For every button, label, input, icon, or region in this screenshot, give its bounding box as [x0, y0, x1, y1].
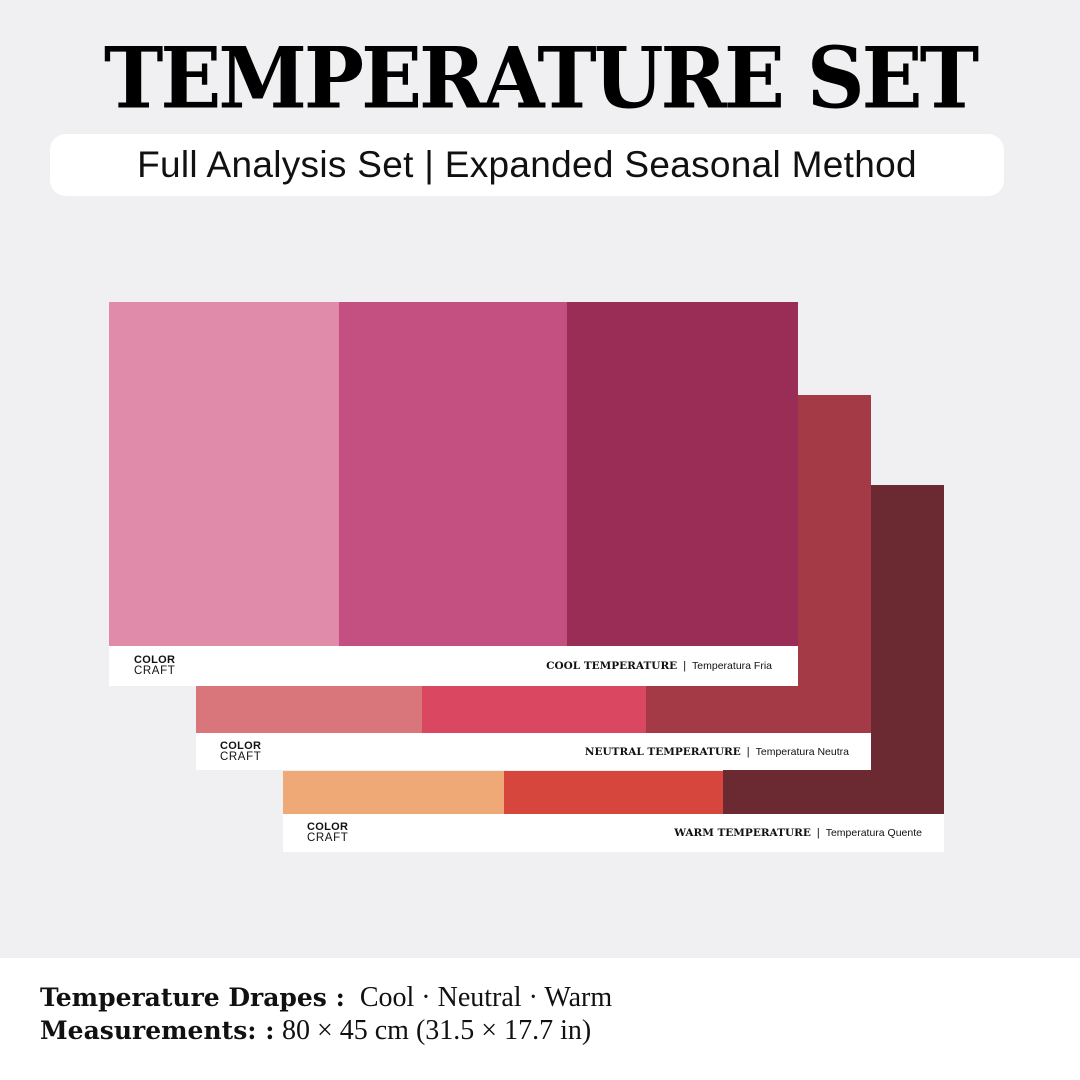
- cool-drape-label-bar: COLOR CRAFT COOL TEMPERATURE | Temperatura…: [109, 646, 798, 686]
- warm-swatch-2: [504, 771, 723, 814]
- neutral-drape-label-bar: COLOR CRAFT NEUTRAL TEMPERATURE | Temperat…: [196, 733, 871, 770]
- spec-measurements: Measurements: : 80 × 45 cm (31.5 × 17.7 …: [40, 1015, 591, 1047]
- spec-key: Temperature Drapes :: [40, 983, 345, 1012]
- spec-value: 80 × 45 cm (31.5 × 17.7 in): [281, 1015, 592, 1046]
- neutral-swatch-1: [196, 686, 422, 733]
- specs-footer: [0, 958, 1080, 1080]
- cool-swatch-3: [567, 302, 798, 646]
- neutral-drape-swatches: [196, 686, 871, 733]
- warm-swatch-1: [283, 771, 504, 814]
- warm-drape-label: WARM TEMPERATURE | Temperatura Quente: [674, 827, 922, 839]
- page-title: TEMPERATURE SET: [103, 28, 979, 128]
- color-craft-logo: COLOR CRAFT: [220, 739, 262, 763]
- spec-value: Cool · Neutral · Warm: [359, 982, 613, 1013]
- warm-drape-swatches: [283, 771, 944, 814]
- neutral-swatch-2: [422, 686, 646, 733]
- cool-swatch-1: [109, 302, 339, 646]
- spec-temperature-drapes: Temperature Drapes : Cool · Neutral · Wa…: [40, 982, 612, 1014]
- cool-drape-label: COOL TEMPERATURE | Temperatura Fria: [546, 660, 772, 672]
- neutral-drape-label: NEUTRAL TEMPERATURE | Temperatura Neutra: [584, 745, 849, 758]
- cool-swatch-2: [339, 302, 567, 646]
- subtitle-banner: Full Analysis Set | Expanded Seasonal Me…: [50, 134, 1004, 196]
- cool-drape-swatches: [109, 302, 798, 646]
- spec-key: Measurements: :: [40, 1016, 275, 1045]
- subtitle-text: Full Analysis Set | Expanded Seasonal Me…: [137, 144, 917, 185]
- cool-drape: COLOR CRAFT COOL TEMPERATURE | Temperatura…: [109, 302, 798, 686]
- color-craft-logo: COLOR CRAFT: [134, 654, 176, 677]
- warm-drape-label-bar: COLOR CRAFT WARM TEMPERATURE | Temperatura…: [283, 814, 944, 852]
- color-craft-logo: COLOR CRAFT: [307, 821, 349, 844]
